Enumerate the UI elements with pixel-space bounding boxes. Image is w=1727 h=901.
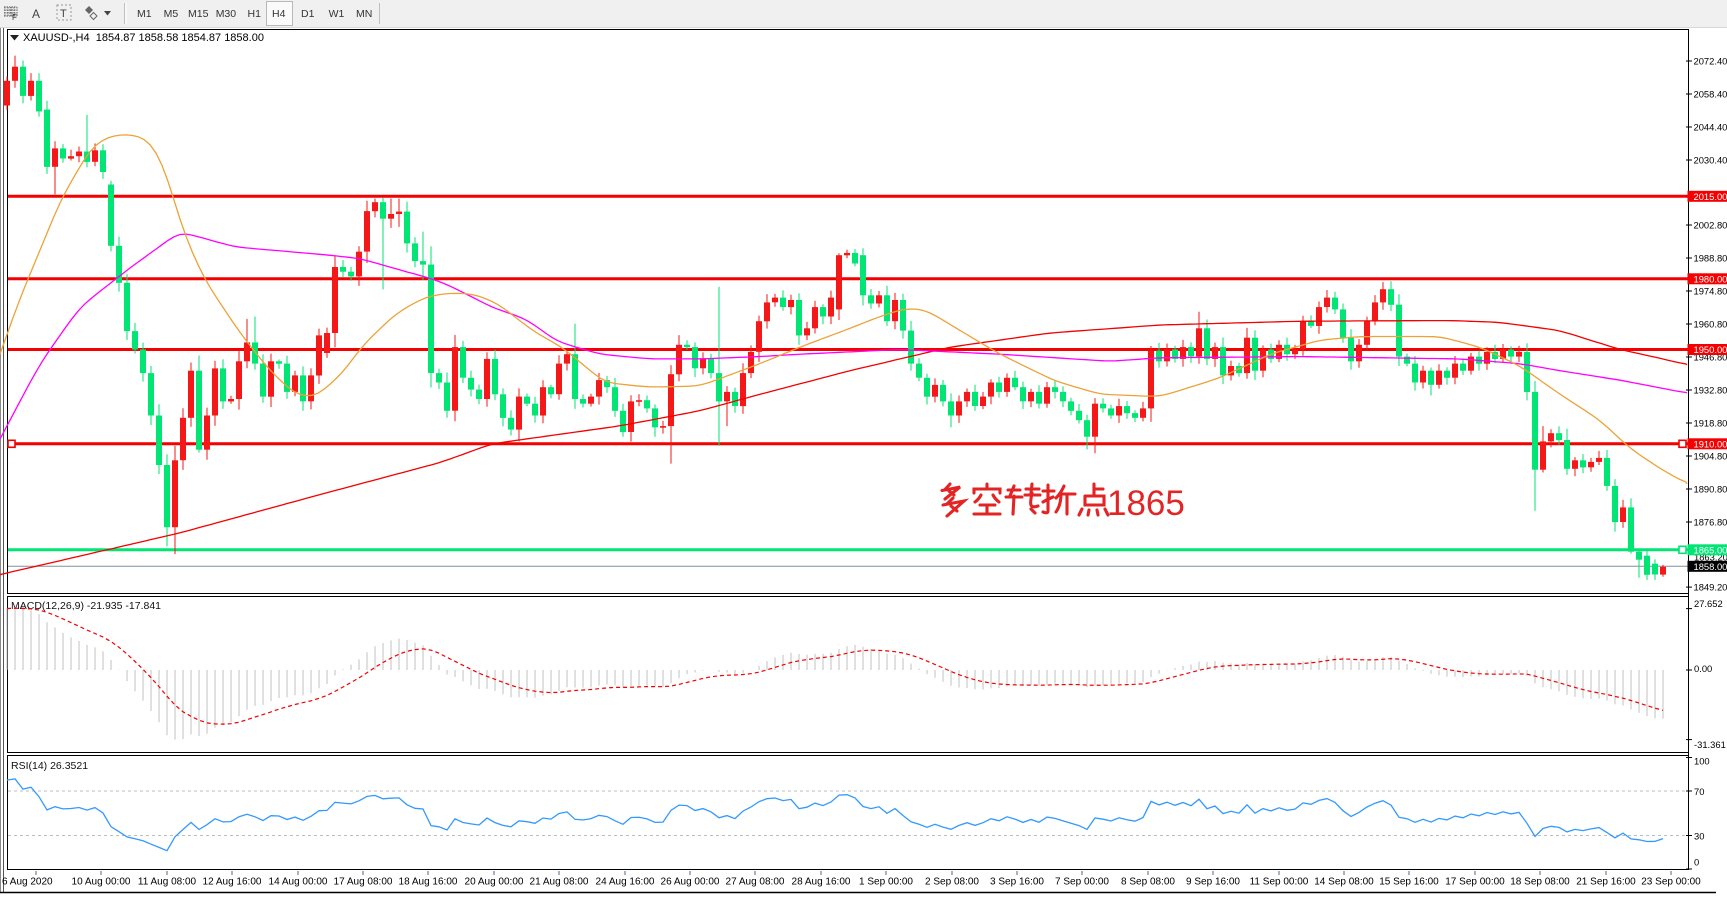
svg-text:1988.80: 1988.80 [1694, 253, 1727, 264]
svg-text:2015.00: 2015.00 [1694, 191, 1727, 202]
svg-text:A: A [32, 7, 40, 21]
svg-text:M5: M5 [164, 8, 179, 20]
svg-text:27.652: 27.652 [1694, 598, 1723, 609]
svg-text:1960.80: 1960.80 [1694, 319, 1727, 330]
svg-text:1865.00: 1865.00 [1694, 544, 1727, 555]
svg-text:18 Aug 16:00: 18 Aug 16:00 [399, 877, 458, 888]
svg-text:F: F [12, 13, 17, 22]
svg-text:MACD(12,26,9) -21.935 -17.841: MACD(12,26,9) -21.935 -17.841 [11, 600, 161, 612]
svg-text:9 Sep 16:00: 9 Sep 16:00 [1186, 877, 1240, 888]
svg-text:1950.00: 1950.00 [1694, 344, 1727, 355]
svg-text:28 Aug 16:00: 28 Aug 16:00 [792, 877, 851, 888]
svg-text:1918.80: 1918.80 [1694, 418, 1727, 429]
svg-text:23 Sep 00:00: 23 Sep 00:00 [1641, 877, 1701, 888]
svg-text:21 Aug 08:00: 21 Aug 08:00 [530, 877, 589, 888]
svg-text:17 Sep 00:00: 17 Sep 00:00 [1445, 877, 1505, 888]
svg-text:2044.40: 2044.40 [1694, 122, 1727, 133]
svg-text:18 Sep 08:00: 18 Sep 08:00 [1510, 877, 1570, 888]
svg-text:100: 100 [1694, 756, 1710, 767]
svg-text:11 Sep 00:00: 11 Sep 00:00 [1250, 877, 1309, 888]
svg-text:6 Aug 2020: 6 Aug 2020 [2, 877, 53, 888]
svg-text:W1: W1 [329, 8, 345, 20]
svg-text:H4: H4 [272, 8, 286, 20]
svg-text:2030.40: 2030.40 [1694, 155, 1727, 166]
svg-text:D1: D1 [301, 8, 315, 20]
svg-text:RSI(14) 26.3521: RSI(14) 26.3521 [11, 760, 88, 772]
svg-text:14 Sep 08:00: 14 Sep 08:00 [1314, 877, 1374, 888]
svg-text:MN: MN [356, 8, 372, 20]
svg-text:27 Aug 08:00: 27 Aug 08:00 [726, 877, 785, 888]
svg-text:30: 30 [1694, 830, 1704, 841]
svg-text:15 Sep 16:00: 15 Sep 16:00 [1379, 877, 1439, 888]
svg-text:1980.00: 1980.00 [1694, 273, 1727, 284]
svg-text:M1: M1 [137, 8, 152, 20]
svg-text:3 Sep 16:00: 3 Sep 16:00 [990, 877, 1044, 888]
svg-text:7 Sep 00:00: 7 Sep 00:00 [1055, 877, 1109, 888]
svg-text:8 Sep 08:00: 8 Sep 08:00 [1121, 877, 1175, 888]
svg-text:26 Aug 00:00: 26 Aug 00:00 [661, 877, 720, 888]
svg-text:24 Aug 16:00: 24 Aug 16:00 [596, 877, 655, 888]
svg-text:XAUUSD-,H4 1854.87 1858.58 18: XAUUSD-,H4 1854.87 1858.58 1854.87 1858.… [23, 32, 264, 44]
svg-text:1849.20: 1849.20 [1694, 582, 1727, 593]
svg-text:1858.00: 1858.00 [1694, 561, 1727, 572]
svg-text:10 Aug 00:00: 10 Aug 00:00 [72, 877, 131, 888]
svg-text:2058.40: 2058.40 [1694, 89, 1727, 100]
svg-text:20 Aug 00:00: 20 Aug 00:00 [465, 877, 524, 888]
svg-text:12 Aug 16:00: 12 Aug 16:00 [203, 877, 262, 888]
svg-text:0.00: 0.00 [1694, 663, 1712, 674]
svg-text:2002.80: 2002.80 [1694, 220, 1727, 231]
svg-text:17 Aug 08:00: 17 Aug 08:00 [334, 877, 393, 888]
svg-text:14 Aug 00:00: 14 Aug 00:00 [269, 877, 328, 888]
svg-text:11 Aug 08:00: 11 Aug 08:00 [138, 877, 197, 888]
svg-text:1974.80: 1974.80 [1694, 286, 1727, 297]
svg-text:0: 0 [1694, 857, 1699, 868]
svg-text:2 Sep 08:00: 2 Sep 08:00 [925, 877, 979, 888]
svg-text:M15: M15 [188, 8, 209, 20]
svg-text:1890.80: 1890.80 [1694, 484, 1727, 495]
svg-text:1865: 1865 [1107, 484, 1185, 523]
svg-text:70: 70 [1694, 786, 1704, 797]
svg-text:21 Sep 16:00: 21 Sep 16:00 [1576, 877, 1636, 888]
svg-text:M30: M30 [216, 8, 237, 20]
svg-text:T: T [60, 8, 67, 20]
svg-text:H1: H1 [248, 8, 262, 20]
svg-text:-31.361: -31.361 [1694, 739, 1726, 750]
svg-text:1 Sep 00:00: 1 Sep 00:00 [859, 877, 913, 888]
svg-text:1932.80: 1932.80 [1694, 385, 1727, 396]
svg-text:1904.80: 1904.80 [1694, 451, 1727, 462]
svg-text:1876.80: 1876.80 [1694, 517, 1727, 528]
svg-text:1910.00: 1910.00 [1694, 438, 1727, 449]
svg-text:2072.40: 2072.40 [1694, 56, 1727, 67]
